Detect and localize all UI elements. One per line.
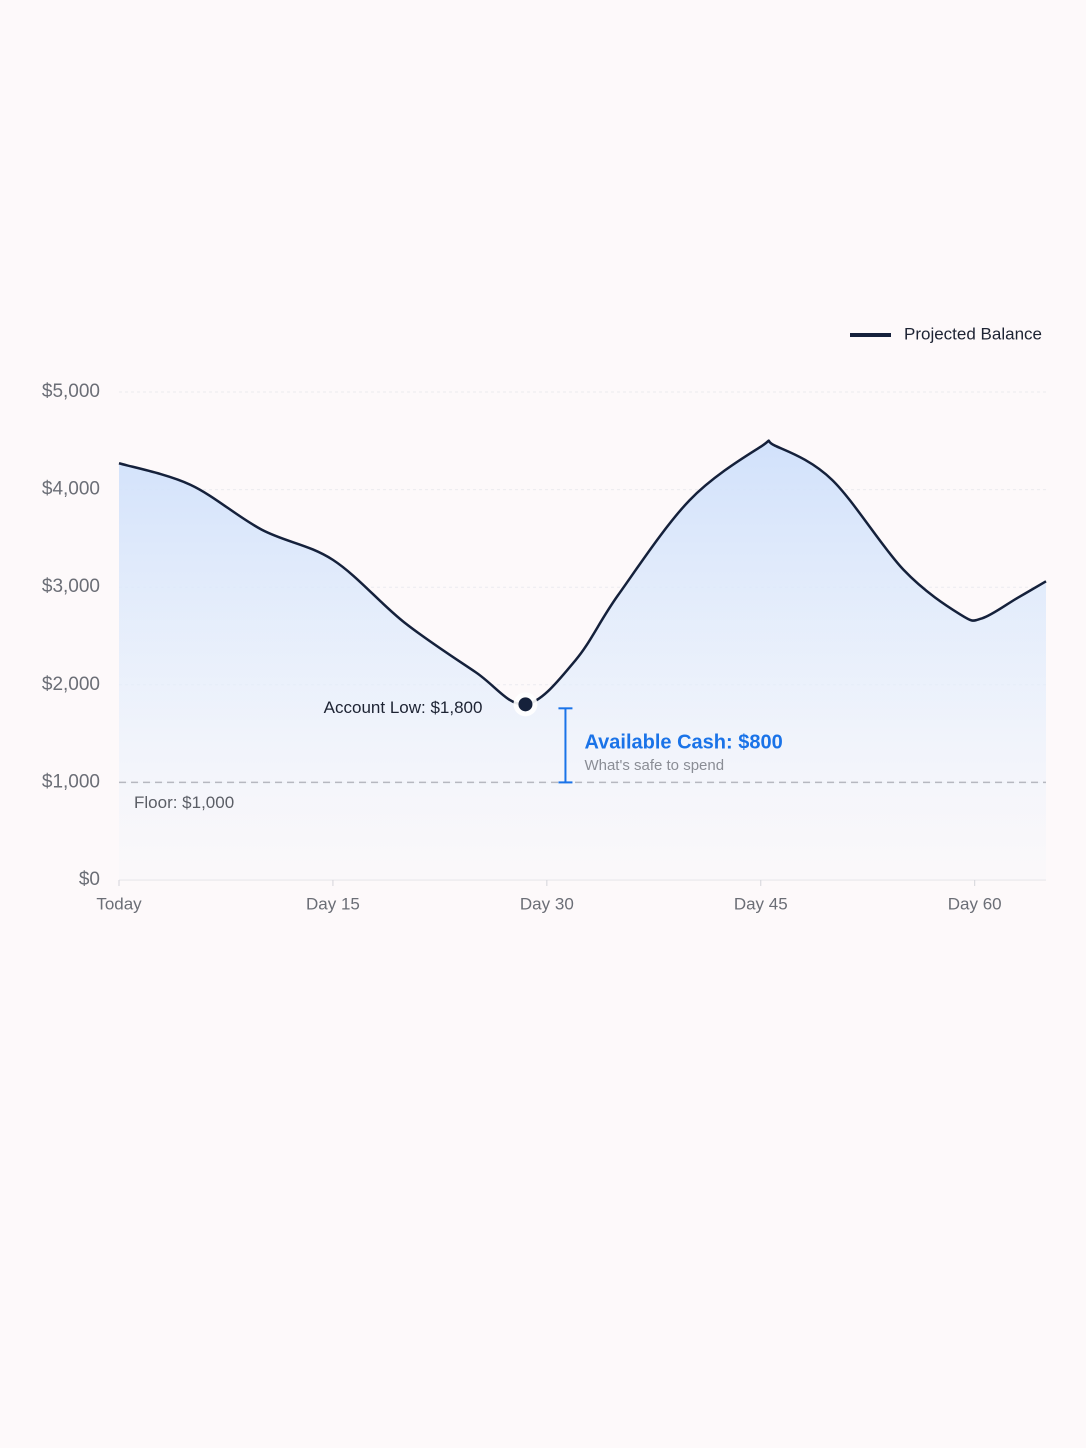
y-tick-label: $2,000	[42, 674, 100, 695]
x-tick-label: Today	[96, 894, 142, 913]
legend-label: Projected Balance	[904, 324, 1042, 343]
x-tick-label: Day 45	[734, 894, 788, 913]
y-tick-label: $3,000	[42, 576, 100, 597]
line	[118, 439, 1047, 706]
floor-label: Floor: $1,000	[134, 793, 234, 812]
x-tick-label: Day 30	[520, 894, 574, 913]
available-sublabel: What's safe to spend	[584, 757, 724, 774]
y-tick-label: $4,000	[42, 479, 100, 500]
x-tick-label: Day 15	[306, 894, 360, 913]
x-tick-label: Day 60	[948, 894, 1002, 913]
low-label: Account Low: $1,800	[324, 698, 483, 717]
low-point	[518, 697, 533, 712]
y-tick-label: $0	[79, 869, 100, 890]
available-label: Available Cash: $800	[584, 731, 782, 753]
area	[119, 440, 1046, 880]
y-tick-label: $1,000	[42, 771, 100, 792]
y-tick-label: $5,000	[42, 381, 100, 402]
